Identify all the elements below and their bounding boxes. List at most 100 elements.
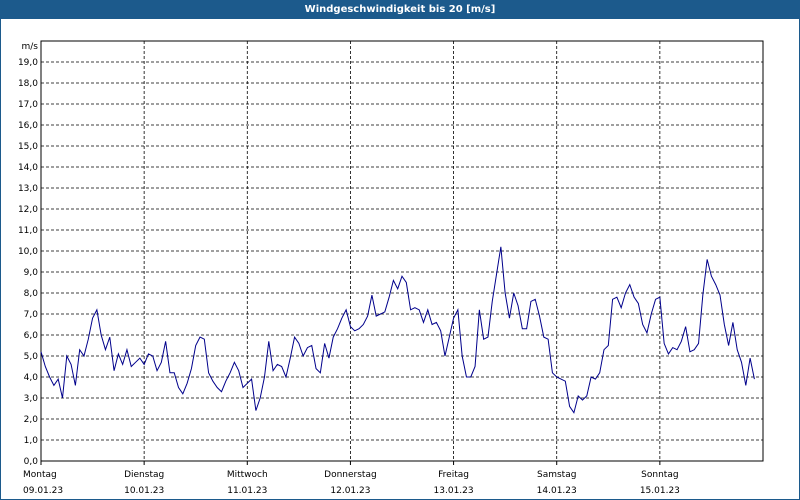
y-tick-label: 18,0: [18, 79, 38, 89]
y-tick-label: 2,0: [24, 415, 39, 425]
data-point: [92, 318, 93, 319]
data-point: [578, 395, 579, 396]
data-point: [612, 299, 613, 300]
data-point: [548, 339, 549, 340]
data-point: [285, 376, 286, 377]
data-point: [195, 345, 196, 346]
data-point: [122, 364, 123, 365]
data-point: [58, 379, 59, 380]
data-point: [156, 370, 157, 371]
data-point: [139, 358, 140, 359]
data-point: [397, 288, 398, 289]
data-point: [737, 349, 738, 350]
data-point: [608, 345, 609, 346]
data-point: [363, 324, 364, 325]
data-point: [346, 309, 347, 310]
data-point: [621, 307, 622, 308]
x-tick-date-label: 15.01.23: [640, 486, 680, 496]
data-point: [191, 368, 192, 369]
data-point: [272, 370, 273, 371]
y-tick-label: 6,0: [24, 331, 39, 341]
y-axis-unit-label: m/s: [22, 42, 39, 52]
data-point: [320, 372, 321, 373]
data-point: [500, 246, 501, 247]
data-point: [152, 355, 153, 356]
data-point: [182, 393, 183, 394]
data-point: [698, 343, 699, 344]
data-point: [264, 376, 265, 377]
y-tick-label: 13,0: [18, 184, 38, 194]
data-point: [633, 297, 634, 298]
y-tick-label: 1,0: [24, 436, 39, 446]
x-tick-date-label: 13.01.23: [434, 486, 474, 496]
data-point: [509, 318, 510, 319]
y-tick-label: 9,0: [24, 268, 39, 278]
data-point: [66, 355, 67, 356]
x-tick-day-label: Donnerstag: [324, 470, 377, 480]
data-point: [281, 366, 282, 367]
data-point: [582, 400, 583, 401]
data-point: [169, 372, 170, 373]
y-tick-label: 15,0: [18, 142, 38, 152]
data-point: [290, 358, 291, 359]
data-point: [96, 309, 97, 310]
data-point: [573, 412, 574, 413]
x-tick-day-label: Montag: [23, 470, 57, 480]
data-point: [376, 316, 377, 317]
data-point: [603, 349, 604, 350]
data-point: [328, 358, 329, 359]
data-point: [40, 351, 41, 352]
x-axis: Montag 09.01.23 Dienstag 10.01.23 Mittwoch 11…: [23, 461, 680, 496]
data-point: [144, 364, 145, 365]
series-line-windgeschwindigkeit: [40, 246, 755, 414]
data-point: [410, 309, 411, 310]
y-tick-label: 11,0: [18, 226, 38, 236]
data-point: [681, 341, 682, 342]
data-point: [45, 366, 46, 367]
data-point: [427, 309, 428, 310]
data-point: [719, 295, 720, 296]
data-point: [307, 347, 308, 348]
data-point: [591, 376, 592, 377]
data-point: [268, 341, 269, 342]
x-tick-date-label: 14.01.23: [537, 486, 577, 496]
y-tick-label: 0,0: [24, 457, 39, 467]
data-point: [462, 355, 463, 356]
data-point: [711, 276, 712, 277]
data-point: [685, 326, 686, 327]
x-tick-day-label: Sonntag: [641, 470, 678, 480]
data-point: [457, 309, 458, 310]
data-point: [230, 372, 231, 373]
data-point: [324, 343, 325, 344]
data-point: [414, 307, 415, 308]
x-tick-day-label: Freitag: [438, 470, 469, 480]
data-point: [479, 309, 480, 310]
y-tick-label: 17,0: [18, 100, 38, 110]
data-point: [646, 332, 647, 333]
data-point: [483, 339, 484, 340]
data-point: [530, 301, 531, 302]
data-point: [199, 337, 200, 338]
data-point: [217, 387, 218, 388]
grid: [41, 41, 763, 461]
data-point: [419, 309, 420, 310]
x-tick-day-label: Samstag: [537, 470, 576, 480]
data-point: [513, 292, 514, 293]
data-point: [371, 295, 372, 296]
data-point: [616, 297, 617, 298]
data-point: [754, 379, 755, 380]
data-point: [487, 337, 488, 338]
x-tick-date-label: 09.01.23: [23, 486, 63, 496]
y-tick-label: 4,0: [24, 373, 39, 383]
data-point: [732, 322, 733, 323]
data-point: [453, 318, 454, 319]
data-point: [569, 406, 570, 407]
data-point: [664, 343, 665, 344]
data-point: [49, 376, 50, 377]
data-point: [83, 355, 84, 356]
data-point: [260, 397, 261, 398]
data-point: [367, 316, 368, 317]
data-point: [148, 353, 149, 354]
data-point: [135, 362, 136, 363]
data-point: [689, 351, 690, 352]
